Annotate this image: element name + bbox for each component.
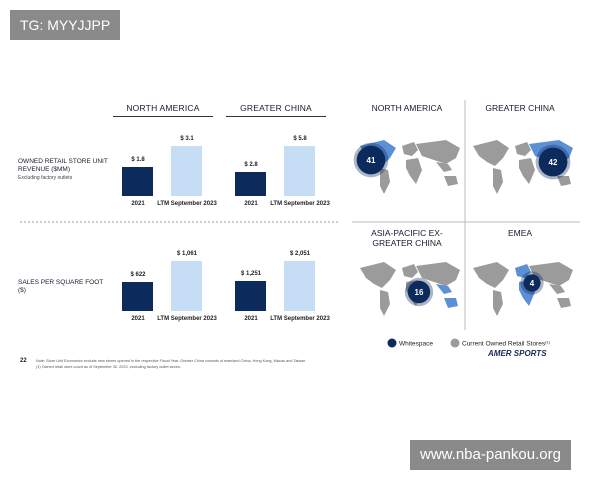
- legend-swatch: [450, 338, 460, 348]
- category-label: 2021: [131, 316, 145, 322]
- region-title: EMEA: [507, 228, 533, 238]
- map-shape: [380, 290, 390, 316]
- value-label: $ 5.8: [293, 136, 307, 142]
- note: Note: Store Unit Economics exclude new s…: [36, 359, 306, 363]
- store-count: 4: [530, 279, 535, 288]
- map-shape: [519, 158, 535, 184]
- map-shape: [402, 142, 418, 156]
- map-shape: [515, 142, 531, 156]
- region-title: GREATER CHINA: [485, 103, 555, 113]
- value-label: $ 1,061: [176, 251, 198, 257]
- map-shape: [549, 284, 565, 294]
- bar: [122, 166, 153, 196]
- row-title: OWNED RETAIL STORE UNIT REVENUE ($MM): [18, 158, 108, 173]
- store-count: 41: [367, 156, 376, 165]
- page-number: 22: [20, 358, 27, 364]
- value-label: $ 1,251: [240, 270, 262, 277]
- row-sublabel: Excluding factory outlets: [18, 175, 73, 181]
- map-shape: [515, 264, 531, 278]
- legend-label: Whitespace: [399, 341, 433, 348]
- watermark: www.nba-pankou.org: [410, 440, 571, 470]
- bar: [235, 171, 266, 196]
- bar: [171, 146, 202, 196]
- legend-label: Current Owned Retail Stores(1): [462, 340, 551, 348]
- map-shape: [444, 298, 458, 308]
- bar: [284, 261, 315, 311]
- map-shape: [416, 262, 460, 286]
- map-shape: [402, 264, 418, 278]
- map-shape: [380, 168, 390, 194]
- region-title: NORTH AMERICA: [371, 103, 443, 113]
- category-label: LTM September 2023: [157, 316, 217, 322]
- map-shape: [444, 176, 458, 186]
- store-bubble: [523, 274, 541, 292]
- map-shape: [436, 284, 452, 294]
- bar: [122, 281, 153, 311]
- category-label: LTM September 2023: [270, 316, 330, 322]
- map-shape: [416, 140, 460, 164]
- store-bubble: [538, 147, 568, 177]
- column-header: GREATER CHINA: [226, 103, 326, 117]
- legend-swatch: [387, 338, 397, 348]
- column-header: NORTH AMERICA: [113, 103, 213, 117]
- overlay-tag: TG: MYYJJPP: [10, 10, 121, 40]
- map-shape: [557, 298, 571, 308]
- value-label: $ 2,051: [289, 251, 311, 257]
- map-shape: [406, 158, 422, 184]
- category-label: LTM September 2023: [157, 201, 217, 207]
- store-bubble: [356, 145, 386, 175]
- footnote-marker: (1): [545, 340, 551, 345]
- category-label: 2021: [131, 201, 145, 207]
- store-count: 42: [549, 158, 558, 167]
- map-shape: [529, 262, 573, 286]
- map-shape: [493, 168, 503, 194]
- map-shape: [360, 262, 396, 288]
- row-label: SALES PER SQUARE FOOT ($): [18, 279, 108, 295]
- map-shape: [557, 176, 571, 186]
- map-shape: [473, 262, 509, 288]
- note: (1) Owned retail store count as of Septe…: [36, 365, 181, 369]
- notes: Note: Store Unit Economics exclude new s…: [36, 358, 366, 370]
- value-label: $ 622: [130, 271, 146, 278]
- map-shape: [473, 140, 509, 166]
- map-shape: [493, 290, 503, 316]
- bar: [171, 261, 202, 311]
- map-shape: [436, 162, 452, 172]
- bar: [235, 280, 266, 311]
- row-title: SALES PER SQUARE FOOT ($): [18, 279, 104, 294]
- row-label: OWNED RETAIL STORE UNIT REVENUE ($MM) Exc…: [18, 158, 108, 182]
- logo: AMER SPORTS: [488, 349, 547, 358]
- category-label: 2021: [244, 316, 258, 322]
- value-label: $ 2.8: [244, 161, 258, 168]
- store-count: 16: [415, 288, 424, 297]
- store-bubble: [407, 280, 431, 304]
- category-label: 2021: [244, 201, 258, 207]
- value-label: $ 3.1: [180, 136, 194, 142]
- category-label: LTM September 2023: [270, 201, 330, 207]
- value-label: $ 1.8: [131, 156, 145, 163]
- bar: [284, 146, 315, 196]
- region-title: ASIA-PACIFIC EX-GREATER CHINA: [371, 228, 443, 248]
